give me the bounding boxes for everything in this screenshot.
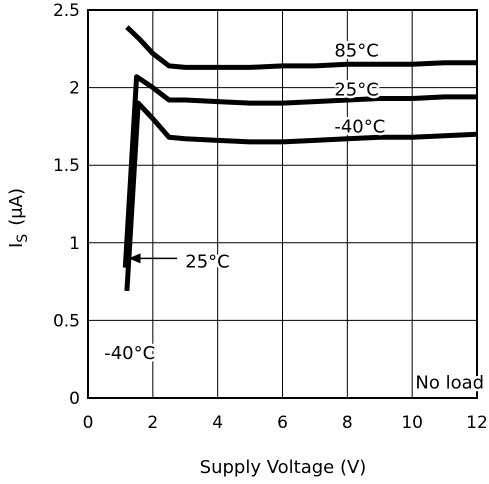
y-tick-label-3: 1.5 [53, 156, 80, 176]
y-axis-title-main: I [6, 243, 27, 248]
x-axis-title: Supply Voltage (V) [200, 457, 367, 478]
y-tick-label-0: 0 [69, 389, 80, 409]
x-tick-label-5: 10 [401, 413, 423, 433]
annotation-arrow-head [128, 253, 141, 264]
x-tick-label-3: 6 [277, 413, 288, 433]
y-axis-title: IS (μA) [6, 188, 31, 248]
y-tick-label-4: 2 [69, 79, 80, 99]
annotation-label-0: 85°C [334, 41, 378, 62]
x-tick-label-0: 0 [83, 413, 94, 433]
y-tick-label-2: 1 [69, 234, 80, 254]
x-tick-label-2: 4 [212, 413, 223, 433]
annotation-label-3: 25°C [185, 252, 229, 273]
y-axis-title-unit: (μA) [6, 188, 27, 226]
y-tick-label-1: 0.5 [53, 311, 80, 331]
series-line-1 [122, 74, 477, 268]
annotation-label-1: 25°C [334, 79, 378, 100]
plot-frame [87, 9, 478, 399]
svg-text:IS(μA): IS (μA) [6, 188, 31, 248]
annotation-label-2: -40°C [334, 117, 385, 138]
x-tick-label-6: 12 [466, 413, 488, 433]
annotation-label-4: -40°C [104, 343, 155, 364]
tick-layer: 0 2 4 6 8 10 12 0 0.5 1 1.5 2 2.5 [53, 1, 488, 433]
series-line-0 [125, 25, 477, 70]
series-line-2 [124, 100, 478, 292]
x-tick-label-4: 8 [342, 413, 353, 433]
frame-layer [87, 9, 478, 399]
annotation-label-5: No load [415, 373, 484, 394]
x-tick-label-1: 2 [147, 413, 158, 433]
series-layer [122, 25, 478, 292]
y-tick-label-5: 2.5 [53, 1, 80, 21]
grid-layer [88, 10, 477, 398]
y-axis-title-subscript: S [15, 234, 31, 243]
annotation-layer: 85°C 25°C -40°C 25°C -40°C No load [102, 38, 487, 396]
